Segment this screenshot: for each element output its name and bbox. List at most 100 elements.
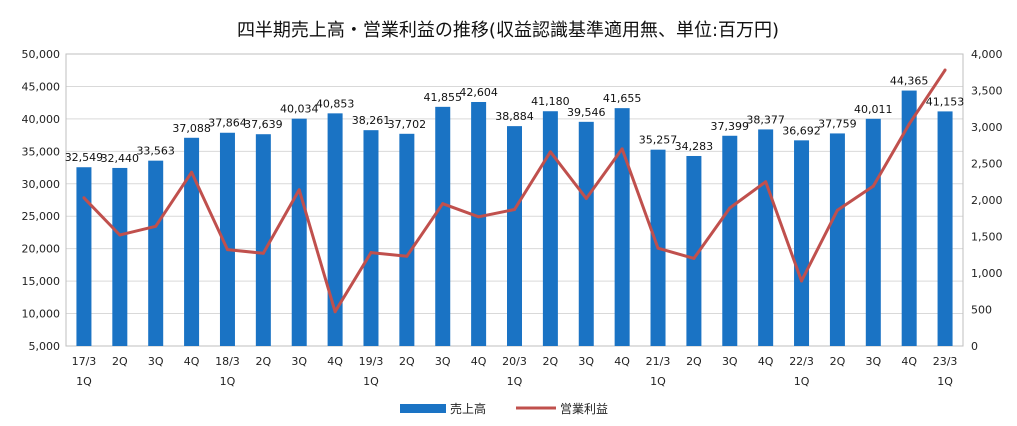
bar-data-label: 34,283 xyxy=(675,140,714,153)
x-axis-tick-label: 20/3 xyxy=(502,355,527,368)
legend-label-sales: 売上高 xyxy=(450,401,486,416)
bar-sales xyxy=(901,90,917,347)
x-axis-tick-label: 2Q xyxy=(112,355,128,368)
bar-data-label: 35,257 xyxy=(639,134,678,147)
x-axis-tick-label: 3Q xyxy=(578,355,594,368)
bar-sales xyxy=(614,108,630,346)
x-axis-tick-label: 3Q xyxy=(291,355,307,368)
x-axis-tick-label: 19/3 xyxy=(359,355,384,368)
bar-data-label: 37,759 xyxy=(818,117,857,130)
bar-sales xyxy=(435,106,451,347)
right-axis-tick-label: 500 xyxy=(971,304,992,317)
left-axis-tick-label: 25,000 xyxy=(22,210,61,223)
bar-data-label: 42,604 xyxy=(459,86,498,99)
bar-data-label: 37,639 xyxy=(244,118,283,131)
x-axis-tick-sublabel: 1Q xyxy=(507,375,523,388)
line-series-operating-profit xyxy=(82,68,947,314)
left-axis-tick-label: 40,000 xyxy=(22,113,61,126)
bar-sales xyxy=(758,129,774,346)
x-axis-tick-label: 3Q xyxy=(865,355,881,368)
bar-data-label: 41,180 xyxy=(531,95,570,108)
right-axis-tick-label: 1,000 xyxy=(971,267,1003,280)
bar-data-label: 36,692 xyxy=(782,124,821,137)
line-point-operating-profit xyxy=(82,196,86,200)
line-point-operating-profit xyxy=(405,254,409,258)
legend-label-operating-profit: 営業利益 xyxy=(560,402,608,416)
bar-data-label: 41,855 xyxy=(423,91,462,104)
bar-sales xyxy=(471,101,487,346)
bar-sales xyxy=(291,118,307,346)
bar-sales xyxy=(686,155,702,346)
line-point-operating-profit xyxy=(118,233,122,237)
bar-sales xyxy=(76,167,92,346)
x-axis-tick-label: 4Q xyxy=(901,355,917,368)
line-point-operating-profit xyxy=(297,188,301,192)
x-axis-tick-label: 22/3 xyxy=(789,355,814,368)
bar-data-label: 41,153 xyxy=(926,95,965,108)
bar-sales xyxy=(184,137,200,346)
line-point-operating-profit xyxy=(943,68,947,72)
right-axis-tick-label: 1,500 xyxy=(971,231,1003,244)
bar-sales xyxy=(937,111,953,347)
bar-data-label: 32,440 xyxy=(101,152,140,165)
bar-data-label: 44,365 xyxy=(890,75,929,88)
line-point-operating-profit xyxy=(800,279,804,283)
line-point-operating-profit xyxy=(477,215,481,219)
bar-data-label: 37,702 xyxy=(388,118,427,131)
bar-sales xyxy=(219,132,235,346)
x-axis-tick-sublabel: 1Q xyxy=(794,375,810,388)
left-axis-tick-label: 10,000 xyxy=(22,308,61,321)
bar-sales xyxy=(722,135,738,346)
right-axis-tick-label: 0 xyxy=(971,340,978,353)
x-axis-tick-label: 3Q xyxy=(435,355,451,368)
x-axis-tick-label: 3Q xyxy=(722,355,738,368)
bar-sales xyxy=(399,133,415,346)
line-point-operating-profit xyxy=(835,208,839,212)
right-axis-tick-label: 3,500 xyxy=(971,85,1003,98)
bar-data-label: 37,088 xyxy=(172,122,211,135)
x-axis-tick-label: 18/3 xyxy=(215,355,240,368)
bar-data-label: 38,884 xyxy=(495,110,534,123)
right-axis-tick-label: 4,000 xyxy=(971,48,1003,61)
x-axis-tick-label: 2Q xyxy=(399,355,415,368)
x-axis-tick-label: 2Q xyxy=(830,355,846,368)
right-axis-tick-label: 3,000 xyxy=(971,121,1003,134)
left-axis-tick-label: 15,000 xyxy=(22,275,61,288)
bar-sales xyxy=(829,133,845,346)
bar-sales xyxy=(542,111,558,347)
x-axis-tick-label: 2Q xyxy=(543,355,559,368)
line-point-operating-profit xyxy=(871,184,875,188)
x-axis-tick-sublabel: 1Q xyxy=(76,375,92,388)
x-axis-tick-label: 2Q xyxy=(256,355,272,368)
left-axis-tick-label: 30,000 xyxy=(22,178,61,191)
line-point-operating-profit xyxy=(692,256,696,260)
bar-sales xyxy=(112,167,128,346)
bar-sales xyxy=(327,113,343,346)
line-point-operating-profit xyxy=(656,246,660,250)
bar-sales xyxy=(363,130,379,346)
x-axis-tick-label: 4Q xyxy=(471,355,487,368)
right-axis-tick-label: 2,000 xyxy=(971,194,1003,207)
x-axis-tick-label: 4Q xyxy=(184,355,200,368)
bar-data-label: 38,377 xyxy=(746,113,785,126)
left-axis-tick-label: 45,000 xyxy=(22,80,61,93)
bar-sales xyxy=(794,140,810,346)
line-point-operating-profit xyxy=(154,224,158,228)
line-point-operating-profit xyxy=(333,310,337,314)
bar-data-label: 41,655 xyxy=(603,92,642,105)
x-axis-tick-label: 2Q xyxy=(686,355,702,368)
left-axis-tick-label: 5,000 xyxy=(29,340,61,353)
legend: 売上高 営業利益 xyxy=(400,401,608,416)
bar-data-label: 40,011 xyxy=(854,103,893,116)
x-axis: 17/3 1Q 2Q 3Q 4Q 18/3 1Q 2Q 3Q 4Q 19/3 1Q 2Q 3Q 4Q 20/3… xyxy=(72,355,958,388)
right-axis-tick-label: 2,500 xyxy=(971,158,1003,171)
x-axis-tick-sublabel: 1Q xyxy=(363,375,379,388)
x-axis-tick-label: 21/3 xyxy=(646,355,671,368)
bar-data-label: 37,864 xyxy=(208,117,247,130)
x-axis-tick-label: 23/3 xyxy=(933,355,958,368)
bar-data-label: 39,546 xyxy=(567,106,606,119)
bar-data-label: 32,549 xyxy=(65,151,104,164)
left-axis-tick-label: 35,000 xyxy=(22,145,61,158)
